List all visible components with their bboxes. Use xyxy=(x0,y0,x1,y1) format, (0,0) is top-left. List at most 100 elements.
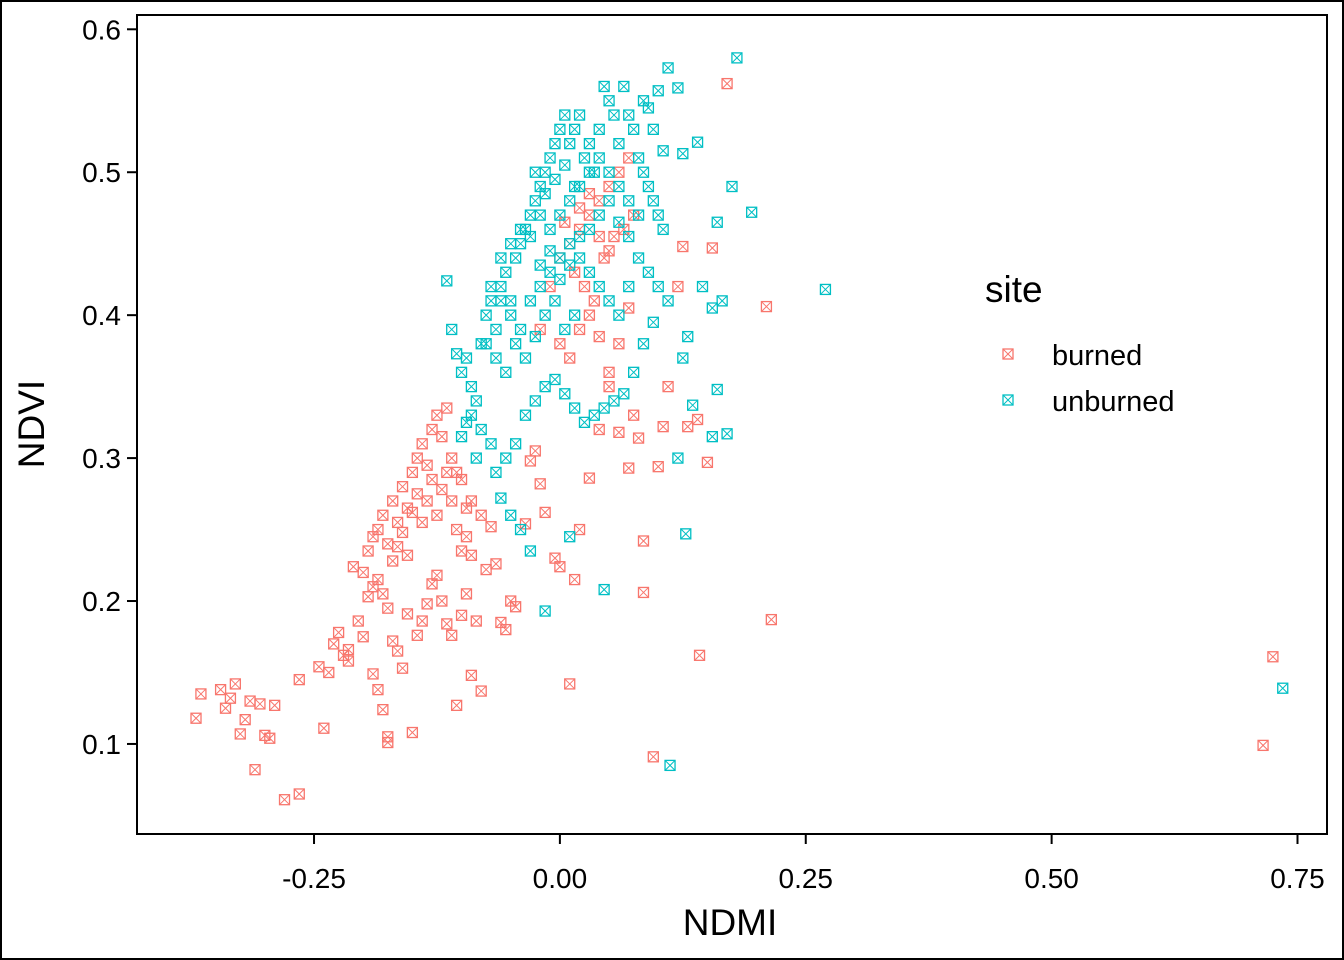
data-point-unburned xyxy=(726,180,738,193)
data-point-burned xyxy=(313,661,325,673)
data-point-unburned xyxy=(500,266,512,278)
data-point-burned xyxy=(446,629,458,641)
data-point-burned xyxy=(401,608,414,620)
data-point-burned xyxy=(436,595,448,607)
data-point-unburned xyxy=(583,266,596,278)
data-point-burned xyxy=(706,242,718,254)
data-point-unburned xyxy=(682,330,694,343)
data-point-unburned xyxy=(623,109,635,121)
data-point-burned xyxy=(554,338,566,350)
y-axis-title: NDVI xyxy=(11,380,52,468)
data-point-burned xyxy=(446,495,458,507)
x-tick-label: 0.00 xyxy=(533,863,588,894)
data-point-unburned xyxy=(628,366,640,378)
plot-panel xyxy=(136,14,1328,835)
x-tick-label: 0.75 xyxy=(1270,863,1325,894)
legend-label-unburned: unburned xyxy=(1052,386,1175,418)
data-point-unburned xyxy=(573,230,586,243)
data-point-unburned xyxy=(632,209,645,221)
data-point-burned xyxy=(677,240,689,253)
data-point-unburned xyxy=(706,302,718,314)
data-point-burned xyxy=(396,526,409,539)
data-point-burned xyxy=(328,638,340,650)
y-tick-label: 0.6 xyxy=(82,14,121,45)
data-point-unburned xyxy=(559,159,571,171)
data-point-unburned xyxy=(578,416,591,429)
data-point-unburned xyxy=(470,395,482,407)
data-point-unburned xyxy=(687,399,699,411)
data-point-burned xyxy=(195,688,207,700)
data-point-unburned xyxy=(637,166,650,178)
data-point-burned xyxy=(396,662,409,674)
data-point-burned xyxy=(377,509,389,521)
data-point-burned xyxy=(249,764,261,776)
data-point-burned xyxy=(323,666,335,679)
data-point-unburned xyxy=(539,188,551,200)
data-point-unburned xyxy=(524,545,537,557)
data-point-burned xyxy=(1257,739,1269,752)
data-point-unburned xyxy=(539,309,551,321)
data-point-burned xyxy=(637,586,650,599)
data-point-unburned xyxy=(534,259,546,271)
data-point-unburned xyxy=(623,230,635,243)
data-point-burned xyxy=(391,541,404,553)
data-point-burned xyxy=(411,452,423,464)
data-point-unburned xyxy=(588,409,600,421)
data-point-unburned xyxy=(1277,682,1289,694)
data-point-unburned xyxy=(677,147,689,160)
data-point-burned xyxy=(436,430,448,443)
data-point-burned xyxy=(693,649,706,661)
y-axis: 0.1 0.2 0.3 0.4 0.5 0.6 xyxy=(82,14,137,760)
data-point-burned xyxy=(406,506,419,519)
data-point-burned xyxy=(416,438,428,450)
data-point-burned xyxy=(426,423,438,436)
data-point-unburned xyxy=(652,209,664,221)
data-point-burned xyxy=(500,623,512,636)
data-point-burned xyxy=(480,563,492,576)
legend-items: burned unburned xyxy=(1002,340,1175,418)
data-point-burned xyxy=(347,561,360,573)
data-point-unburned xyxy=(495,295,507,307)
data-point-unburned xyxy=(554,273,566,286)
data-point-unburned xyxy=(618,388,630,400)
data-point-burned xyxy=(391,645,404,657)
data-point-unburned xyxy=(632,152,645,164)
data-point-unburned xyxy=(721,428,733,440)
data-point-unburned xyxy=(539,380,551,393)
legend-label-burned: burned xyxy=(1052,340,1142,372)
data-point-burned xyxy=(264,732,276,744)
data-point-burned xyxy=(387,555,399,567)
data-point-burned xyxy=(608,230,620,243)
data-point-burned xyxy=(367,668,379,680)
data-point-unburned xyxy=(509,338,522,350)
data-point-unburned xyxy=(509,438,522,450)
y-tick-label: 0.1 xyxy=(82,729,121,760)
data-point-unburned xyxy=(613,137,625,150)
data-point-unburned xyxy=(613,216,625,228)
data-point-unburned xyxy=(559,323,571,336)
data-point-burned xyxy=(239,714,251,726)
y-tick-label: 0.4 xyxy=(82,300,121,331)
data-point-burned xyxy=(441,618,453,630)
x-axis-title: NDMI xyxy=(683,902,778,943)
data-point-unburned xyxy=(480,309,492,321)
data-point-unburned xyxy=(691,136,704,148)
data-point-burned xyxy=(509,601,522,613)
data-point-unburned xyxy=(618,80,630,93)
data-point-burned xyxy=(760,300,773,313)
data-point-burned xyxy=(450,699,463,712)
data-point-burned xyxy=(564,352,576,364)
data-point-burned xyxy=(372,573,384,586)
data-point-burned xyxy=(691,413,704,426)
x-tick-label: 0.50 xyxy=(1024,863,1079,894)
data-point-unburned xyxy=(623,195,635,207)
data-point-unburned xyxy=(662,62,674,74)
data-point-unburned xyxy=(559,109,571,121)
data-point-unburned xyxy=(642,266,655,278)
legend-key-burned xyxy=(1002,348,1014,360)
x-tick-label: 0.25 xyxy=(779,863,834,894)
data-point-unburned xyxy=(490,323,502,336)
data-point-unburned xyxy=(549,295,561,307)
data-point-burned xyxy=(628,409,640,421)
data-point-burned xyxy=(421,459,433,471)
